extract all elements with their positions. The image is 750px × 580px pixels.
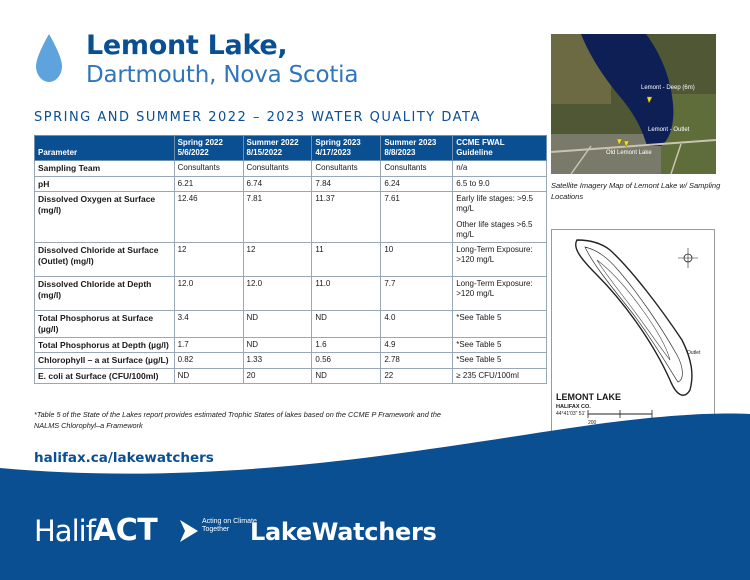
value-cell: 7.84 — [311, 175, 382, 193]
value-cell: 3.4 — [173, 310, 244, 338]
table-row: Total Phosphorus at Depth (µg/l) 1.7 ND … — [34, 336, 547, 354]
parameter-cell: Dissolved Oxygen at Surface (mg/l) — [34, 191, 175, 244]
guideline-cell: n/a — [452, 160, 547, 177]
parameter-cell: Dissolved Chloride at Surface (Outlet) (… — [34, 242, 175, 278]
value-cell: 11.37 — [311, 191, 382, 244]
guideline-cell: *See Table 5 — [452, 352, 547, 369]
parameter-cell: Chlorophyll – a at Surface (µg/L) — [34, 352, 175, 369]
parameter-cell: Sampling Team — [34, 160, 175, 177]
logo-tagline: Acting on Climate Together — [202, 518, 257, 534]
guideline-early: Early life stages: >9.5 mg/L — [456, 194, 533, 214]
value-cell: 22 — [380, 367, 454, 385]
value-cell: 7.7 — [380, 276, 454, 312]
parameter-cell: Total Phosphorus at Surface (µg/l) — [34, 310, 175, 338]
parameter-cell: pH — [34, 175, 175, 193]
value-cell: 6.21 — [173, 175, 244, 193]
value-cell: 0.82 — [173, 352, 244, 369]
parameter-cell: Dissolved Chloride at Depth (mg/l) — [34, 276, 175, 312]
value-cell: 1.33 — [242, 352, 313, 369]
value-cell: 1.7 — [173, 336, 244, 354]
bathy-scale-a: 200 — [588, 420, 597, 426]
table-row: E. coli at Surface (CFU/100ml) ND 20 ND … — [34, 367, 547, 385]
lakewatchers-brand: LakeWatchers — [250, 518, 437, 546]
guideline-cell: 6.5 to 9.0 — [452, 175, 547, 193]
section-heading: SPRING AND SUMMER 2022 – 2023 WATER QUAL… — [34, 110, 481, 125]
table-footnote: *Table 5 of the State of the Lakes repor… — [34, 410, 441, 430]
table-row: Total Phosphorus at Surface (µg/l) 3.4 N… — [34, 310, 547, 338]
header-summer-2023: Summer 2023 8/8/2023 — [380, 135, 454, 161]
parameter-cell: Total Phosphorus at Depth (µg/l) — [34, 336, 175, 354]
value-cell: 7.81 — [242, 191, 313, 244]
header-parameter: Parameter — [34, 135, 175, 161]
page-title: Lemont Lake, — [86, 30, 288, 61]
bathymetry-caption: Bathymetry Map of Lemont Lake — [551, 455, 660, 464]
label-outlet: Lemont - Outlet — [648, 127, 690, 133]
guideline-cell: Long-Term Exposure: >120 mg/L — [452, 276, 547, 312]
value-cell: 6.74 — [242, 175, 313, 193]
value-cell: 1.6 — [311, 336, 382, 354]
value-cell: 12 — [242, 242, 313, 278]
value-cell: 11 — [311, 242, 382, 278]
value-cell: 7.61 — [380, 191, 454, 244]
bathy-outlet-label: Outlet — [687, 350, 701, 356]
header-guideline: CCME FWAL Guideline — [452, 135, 547, 161]
table-row: Dissolved Chloride at Depth (mg/l) 12.0 … — [34, 276, 547, 312]
header-summer-2022: Summer 2022 8/15/2022 — [242, 135, 313, 161]
guideline-cell: ≥ 235 CFU/100ml — [452, 367, 547, 385]
water-drop-icon — [36, 34, 62, 82]
header-spring-2022: Spring 2022 5/6/2022 — [173, 135, 244, 161]
value-cell: 10 — [380, 242, 454, 278]
value-cell: 12.0 — [242, 276, 313, 312]
value-cell: Consultants — [173, 160, 244, 177]
satellite-caption: Satellite Imagery Map of Lemont Lake w/ … — [551, 181, 721, 201]
value-cell: 11.0 — [311, 276, 382, 312]
value-cell: 12 — [173, 242, 244, 278]
guideline-cell: *See Table 5 — [452, 336, 547, 354]
bathy-map-title: LEMONT LAKE — [556, 392, 621, 402]
value-cell: 4.0 — [380, 310, 454, 338]
guideline-cell: *See Table 5 — [452, 310, 547, 338]
value-cell: 12.0 — [173, 276, 244, 312]
header-spring-2023: Spring 2023 4/17/2023 — [311, 135, 382, 161]
parameter-cell: E. coli at Surface (CFU/100ml) — [34, 367, 175, 385]
table-row: pH 6.21 6.74 7.84 6.24 6.5 to 9.0 — [34, 175, 547, 193]
value-cell: Consultants — [242, 160, 313, 177]
value-cell: ND — [311, 367, 382, 385]
table-row: Chlorophyll – a at Surface (µg/L) 0.82 1… — [34, 352, 547, 369]
bathy-map-coords: 44°41'03" 51' — [556, 411, 586, 417]
bathy-scale-b: 0m — [630, 420, 637, 426]
logo-act-text: ACT — [93, 513, 158, 548]
water-quality-table: Parameter Spring 2022 5/6/2022 Summer 20… — [34, 135, 547, 385]
guideline-cell: Long-Term Exposure: >120 mg/L — [452, 242, 547, 278]
guideline-other: Other life stages >6.5 mg/L — [456, 220, 533, 240]
value-cell: Consultants — [311, 160, 382, 177]
value-cell: 2.78 — [380, 352, 454, 369]
value-cell: ND — [311, 310, 382, 338]
table-header-row: Parameter Spring 2022 5/6/2022 Summer 20… — [34, 135, 547, 161]
value-cell: 0.56 — [311, 352, 382, 369]
guideline-cell: Early life stages: >9.5 mg/L Other life … — [452, 191, 547, 244]
bathy-map-county: HALIFAX CO. — [556, 404, 591, 410]
value-cell: 12.46 — [173, 191, 244, 244]
value-cell: ND — [173, 367, 244, 385]
table-row: Dissolved Oxygen at Surface (mg/l) 12.46… — [34, 191, 547, 244]
logo-arrow-icon — [180, 520, 198, 542]
value-cell: 6.24 — [380, 175, 454, 193]
table-row: Sampling Team Consultants Consultants Co… — [34, 160, 547, 177]
value-cell: Consultants — [380, 160, 454, 177]
satellite-map-image: Lemont - Deep (6m) Lemont - Outlet Old L… — [551, 34, 716, 174]
website-link[interactable]: halifax.ca/lakewatchers — [34, 450, 214, 466]
table-row: Dissolved Chloride at Surface (Outlet) (… — [34, 242, 547, 278]
logo-half-text: Halif — [34, 514, 96, 548]
bathymetry-map-image: Outlet LEMONT LAKE HALIFAX CO. 44°41'03"… — [551, 229, 715, 445]
satellite-map-graphic — [551, 34, 716, 174]
label-road: Old Lemont Lake — [606, 150, 652, 156]
value-cell: ND — [242, 336, 313, 354]
page-location: Dartmouth, Nova Scotia — [86, 62, 359, 88]
value-cell: 20 — [242, 367, 313, 385]
value-cell: ND — [242, 310, 313, 338]
label-deep: Lemont - Deep (6m) — [641, 85, 695, 91]
value-cell: 4.9 — [380, 336, 454, 354]
